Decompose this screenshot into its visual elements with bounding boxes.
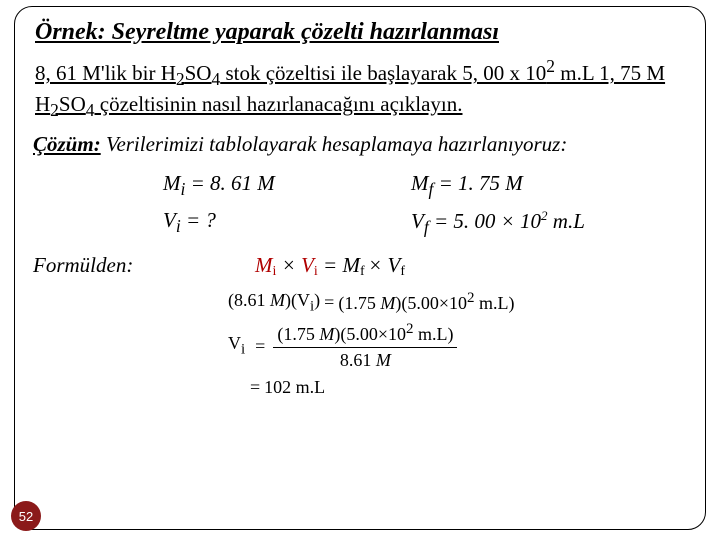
formula-expression: Mi × Vi = Mf × Vf <box>255 253 405 280</box>
eqn1-left: (8.61 M)(Vi) <box>228 290 320 316</box>
equation-3: = 102 m.L <box>228 377 687 398</box>
fraction-denominator: 8.61 M <box>336 348 395 371</box>
cell-mi: Mi = 8. 61 M <box>163 171 363 200</box>
cell-vf: Vf = 5. 00 × 102 m.L <box>411 208 641 238</box>
equation-2: Vi = (1.75 M)(5.00×102 m.L) 8.61 M <box>228 321 687 371</box>
equals-sign: = <box>324 292 334 313</box>
fraction-numerator: (1.75 M)(5.00×102 m.L) <box>273 321 457 348</box>
equals-sign: = <box>250 377 260 398</box>
page-number-badge: 52 <box>11 501 41 531</box>
cell-mf: Mf = 1. 75 M <box>411 171 641 200</box>
equation-stack: (8.61 M)(Vi) = (1.75 M)(5.00×102 m.L) Vi… <box>228 290 687 399</box>
formula-row: Formülden: Mi × Vi = Mf × Vf <box>33 253 687 280</box>
fraction: (1.75 M)(5.00×102 m.L) 8.61 M <box>273 321 457 371</box>
equals-sign: = <box>255 336 265 357</box>
result-value: 102 m.L <box>264 377 325 398</box>
data-table: Mi = 8. 61 M Mf = 1. 75 M Vi = ? Vf = 5.… <box>163 171 687 238</box>
vi-symbol: Vi <box>228 333 245 359</box>
solution-label: Çözüm: <box>33 132 101 156</box>
cell-vi: Vi = ? <box>163 208 363 238</box>
example-title: Örnek: Seyreltme yaparak çözelti hazırla… <box>35 19 687 46</box>
slide-card: Örnek: Seyreltme yaparak çözelti hazırla… <box>14 6 706 530</box>
solution-rest: Verilerimizi tablolayarak hesaplamaya ha… <box>101 132 568 156</box>
problem-statement: 8, 61 M'lik bir H2SO4 stok çözeltisi ile… <box>35 56 685 122</box>
formula-label: Formülden: <box>33 253 173 278</box>
eqn1-right: (1.75 M)(5.00×102 m.L) <box>338 290 514 314</box>
equation-1: (8.61 M)(Vi) = (1.75 M)(5.00×102 m.L) <box>228 290 687 316</box>
solution-intro: Çözüm: Verilerimizi tablolayarak hesapla… <box>33 132 687 157</box>
